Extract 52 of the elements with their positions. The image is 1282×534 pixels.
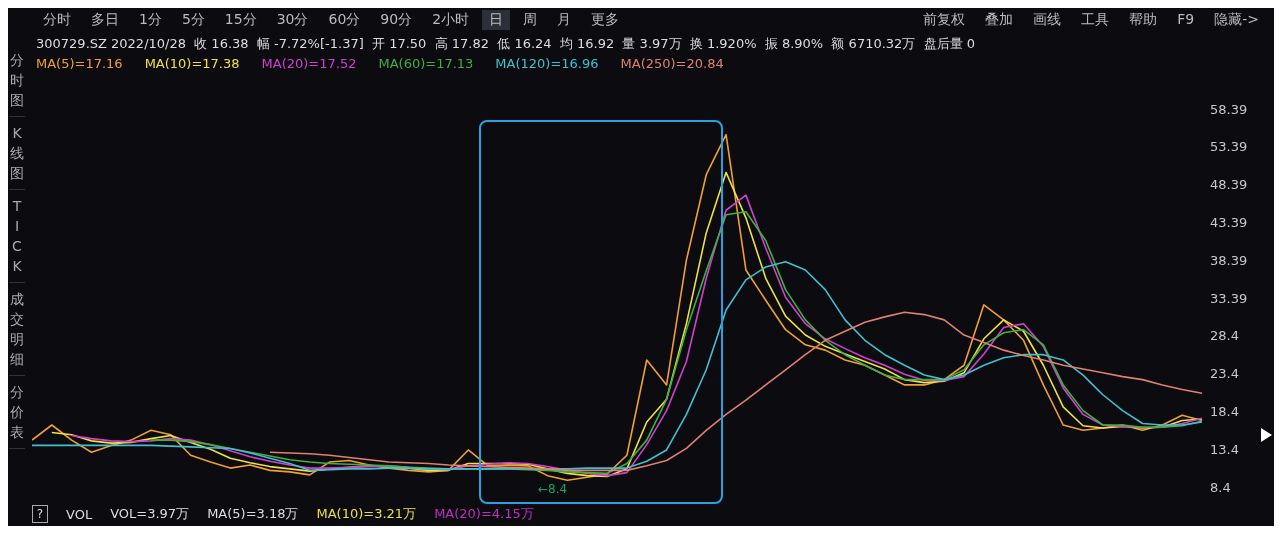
y-tick-label: 38.39 — [1210, 252, 1248, 268]
text: MA(120)=16.96 — [495, 56, 599, 71]
y-tick-label: 13.4 — [1210, 441, 1239, 457]
text: MA(250)=20.84 — [620, 56, 724, 71]
help-icon: ? — [32, 505, 48, 523]
y-tick-label: 53.39 — [1210, 139, 1248, 155]
text: 分时图 — [9, 44, 25, 117]
y-tick-label: 8.4 — [1210, 479, 1231, 495]
text: 周 — [522, 10, 539, 29]
text: 月 — [556, 10, 573, 29]
line-series — [269, 311, 1203, 472]
text: VOL — [66, 506, 93, 522]
text: 90分 — [379, 10, 414, 29]
annotation: ←8.4 — [538, 482, 568, 496]
text: 更多 — [590, 10, 621, 29]
text: F9 — [1176, 10, 1196, 29]
line-series — [32, 260, 1203, 472]
text: MA(5)=3.18万 — [207, 505, 299, 523]
y-tick-label: 23.4 — [1210, 366, 1239, 382]
text: 30分 — [275, 10, 310, 29]
text: 前复权 — [922, 10, 967, 29]
text: VOL=3.97万 — [110, 505, 190, 523]
text: 日 — [482, 10, 511, 30]
text: 多日 — [90, 10, 120, 29]
text: MA(20)=4.15万 — [434, 505, 534, 523]
text: MA(5)=17.16 — [36, 56, 123, 71]
text: 1分 — [138, 10, 163, 29]
y-tick-label: 18.4 — [1210, 404, 1239, 419]
text: 300729.SZ 2022/10/28 收 16.38 幅 -7.72%[-1.37] 开 17.50 高 17.82 低 16.24 均 16.92 量 3.97万 换 1.920% 振 8.90% 额 6710.32万 盘后量 0 — [36, 35, 976, 53]
text: 叠加 — [984, 10, 1015, 29]
text: 帮助 — [1128, 10, 1159, 29]
text: 画线 — [1032, 10, 1063, 29]
annotation: 成交明细 — [9, 283, 25, 376]
text: MA(10)=3.21万 — [316, 505, 417, 523]
text: 2小时 — [431, 10, 471, 29]
text: MA(20)=17.52 — [261, 56, 357, 71]
text: 15分 — [223, 10, 258, 29]
text: 5分 — [180, 10, 206, 29]
text: 工具 — [1080, 10, 1111, 29]
y-tick-label: 28.4 — [1210, 328, 1239, 344]
y-tick-label: 58.39 — [1210, 101, 1248, 117]
text: 分时 — [42, 10, 72, 29]
text: TICK — [9, 190, 25, 283]
y-tick-label: 48.39 — [1210, 177, 1248, 193]
text: MA(10)=17.38 — [144, 56, 240, 71]
annotation: 分价表 — [9, 376, 25, 449]
y-tick-label: 43.39 — [1210, 215, 1248, 231]
annotation: K线图 — [9, 117, 25, 190]
text: MA(60)=17.13 — [378, 56, 474, 71]
text: 隐藏-> — [1213, 10, 1260, 29]
text: 60分 — [327, 10, 362, 29]
y-tick-label: 33.39 — [1210, 290, 1248, 306]
